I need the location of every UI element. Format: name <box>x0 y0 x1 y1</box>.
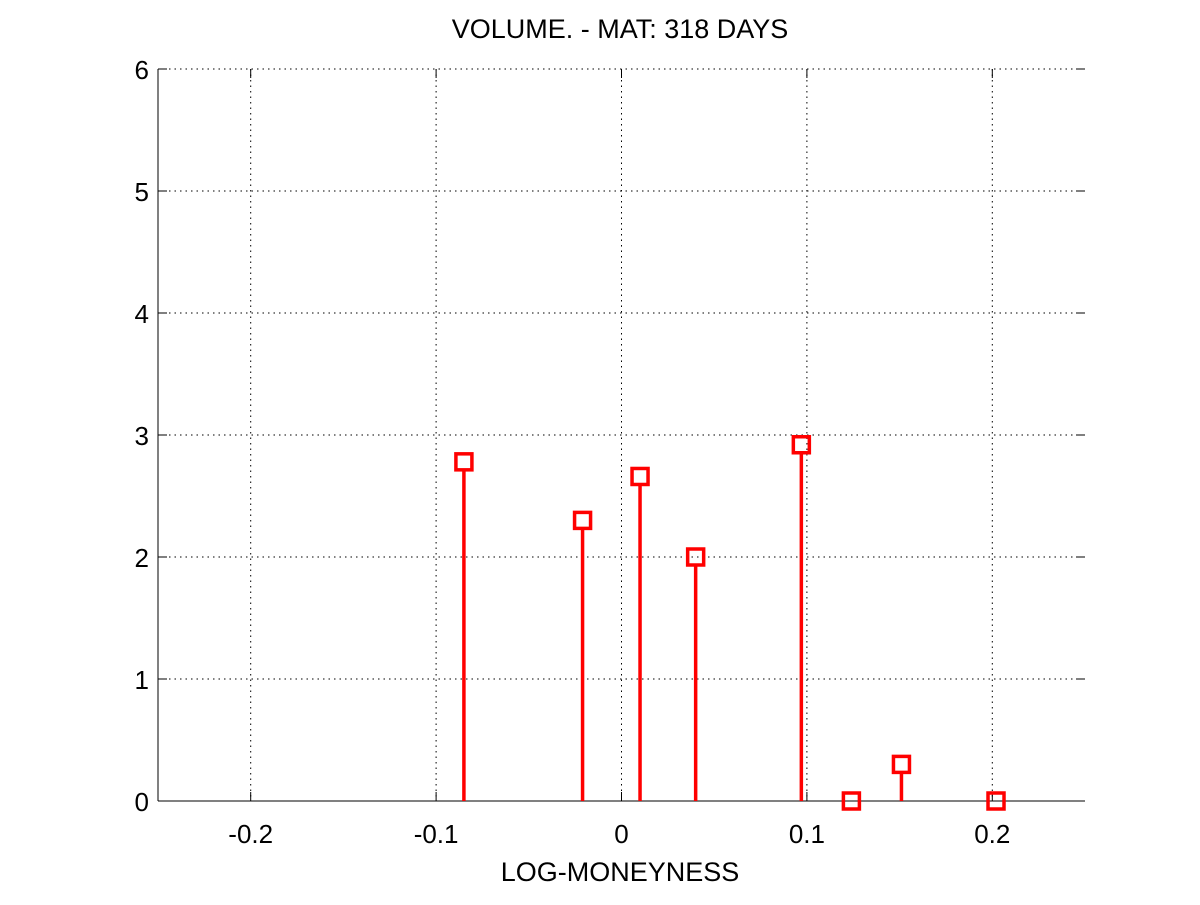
y-tick-label: 0 <box>135 787 149 817</box>
square-marker <box>630 466 650 487</box>
y-tick-label: 1 <box>135 665 149 695</box>
x-tick-label: -0.2 <box>228 819 273 849</box>
square-marker <box>841 791 862 811</box>
x-tick-label: 0.2 <box>974 819 1010 849</box>
chart-title: VOLUME. - MAT: 318 DAYS <box>452 14 789 44</box>
x-axis-label: LOG-MONEYNESS <box>501 857 740 887</box>
square-marker <box>986 791 1006 811</box>
stem-point <box>454 452 474 801</box>
square-marker <box>572 510 593 531</box>
x-tick-label: 0.1 <box>789 819 825 849</box>
y-tick-label: 5 <box>135 177 149 207</box>
stem-point <box>791 435 812 801</box>
stem-point <box>685 547 706 801</box>
stem-point <box>986 791 1006 811</box>
square-marker <box>791 435 812 455</box>
x-tick-label: 0 <box>614 819 628 849</box>
data-series <box>454 435 1006 811</box>
y-tick-label: 6 <box>135 55 149 85</box>
stem-point <box>630 466 650 801</box>
square-marker <box>454 452 474 472</box>
y-tick-label: 4 <box>135 299 149 329</box>
y-tick-label: 2 <box>135 543 149 573</box>
x-tick-label: -0.1 <box>414 819 459 849</box>
y-tick-label: 3 <box>135 421 149 451</box>
grid-lines <box>158 68 1085 802</box>
square-marker <box>685 547 706 567</box>
stem-point <box>572 510 593 801</box>
stem-point <box>891 754 912 801</box>
square-marker <box>891 754 912 775</box>
stem-point <box>841 791 862 811</box>
axis-ticks: -0.2 -0.1 0 0.1 0.2 0 1 2 3 4 5 6 <box>135 55 1085 849</box>
